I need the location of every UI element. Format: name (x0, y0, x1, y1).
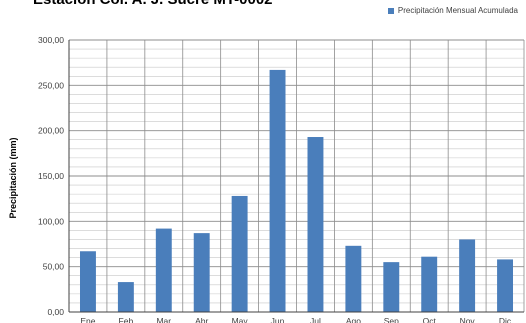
y-tick-label: 100,00 (38, 216, 64, 226)
bar-oct (421, 256, 438, 312)
x-tick-label-jul: Jul (310, 316, 321, 323)
bar-ago (345, 245, 362, 312)
bar-may (231, 195, 248, 312)
x-tick-label-dic: Dic (499, 316, 512, 323)
x-tick-label-may: May (232, 316, 249, 323)
y-axis-title: Precipitación (mm) (8, 137, 18, 218)
y-tick-label: 250,00 (38, 80, 64, 90)
bar-jul (307, 137, 324, 312)
y-tick-label: 150,00 (38, 171, 64, 181)
x-tick-label-jun: Jun (271, 316, 285, 323)
bar-mar (155, 228, 172, 312)
legend: Precipitación Mensual Acumulada (387, 6, 518, 15)
y-tick-label: 300,00 (38, 35, 64, 45)
legend-swatch (387, 7, 394, 14)
bar-nov (459, 239, 476, 312)
x-tick-label-oct: Oct (423, 316, 437, 323)
x-tick-label-ago: Ago (346, 316, 361, 323)
y-tick-label: 50,00 (43, 262, 65, 272)
x-tick-label-ene: Ene (80, 316, 95, 323)
chart-title: Estación Col. A. J. Sucre MT-0002 (33, 0, 273, 8)
bar-abr (193, 233, 210, 312)
y-tick-label: 200,00 (38, 126, 64, 136)
bar-ene (79, 251, 96, 312)
gridlines (68, 39, 525, 313)
axes (68, 40, 524, 313)
bar-sep (383, 262, 400, 312)
x-tick-label-mar: Mar (156, 316, 171, 323)
bars (79, 69, 514, 312)
x-tick-labels: Ene Feb Mar Abr May Jun Jul Ago Sep Oct Nov Dic (80, 316, 512, 323)
y-tick-labels: 0,00 50,00 100,00 150,00 200,00 250,00 300,00 (38, 35, 64, 317)
x-tick-label-nov: Nov (460, 316, 476, 323)
legend-label: Precipitación Mensual Acumulada (397, 6, 518, 15)
y-tick-label: 0,00 (47, 307, 64, 317)
bar-jun (269, 69, 286, 312)
x-tick-label-feb: Feb (119, 316, 134, 323)
bar-dic (497, 259, 514, 312)
x-tick-label-abr: Abr (195, 316, 208, 323)
x-tick-label-sep: Sep (384, 316, 399, 323)
bar-feb (117, 282, 134, 312)
